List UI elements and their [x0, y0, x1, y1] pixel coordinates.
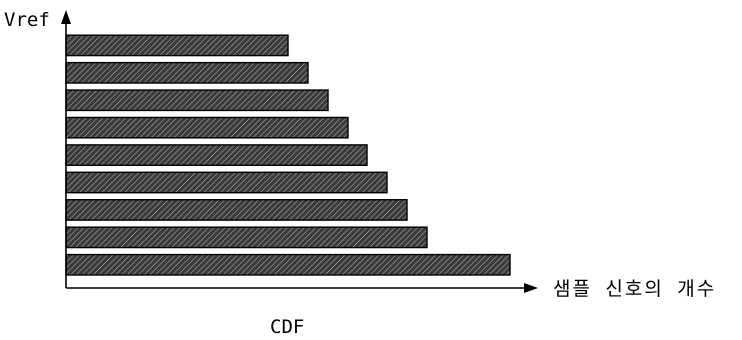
chart-caption: CDF: [270, 316, 304, 338]
x-axis-label: 샘플 신호의 개수: [553, 278, 716, 300]
bar-level-7: [65, 89, 329, 112]
bar-level-9: [65, 34, 289, 57]
bar-level-8: [65, 61, 309, 84]
y-axis-arrowhead: [61, 10, 71, 24]
x-axis-arrowhead: [524, 283, 538, 293]
bar-level-6: [65, 116, 349, 139]
y-axis-label: Vref: [4, 9, 50, 31]
bars-group: [65, 34, 511, 276]
bar-level-4: [65, 171, 388, 194]
bar-level-1: [65, 253, 511, 276]
bar-level-3: [65, 199, 408, 221]
bar-level-5: [65, 144, 368, 166]
bar-level-2: [65, 226, 428, 249]
